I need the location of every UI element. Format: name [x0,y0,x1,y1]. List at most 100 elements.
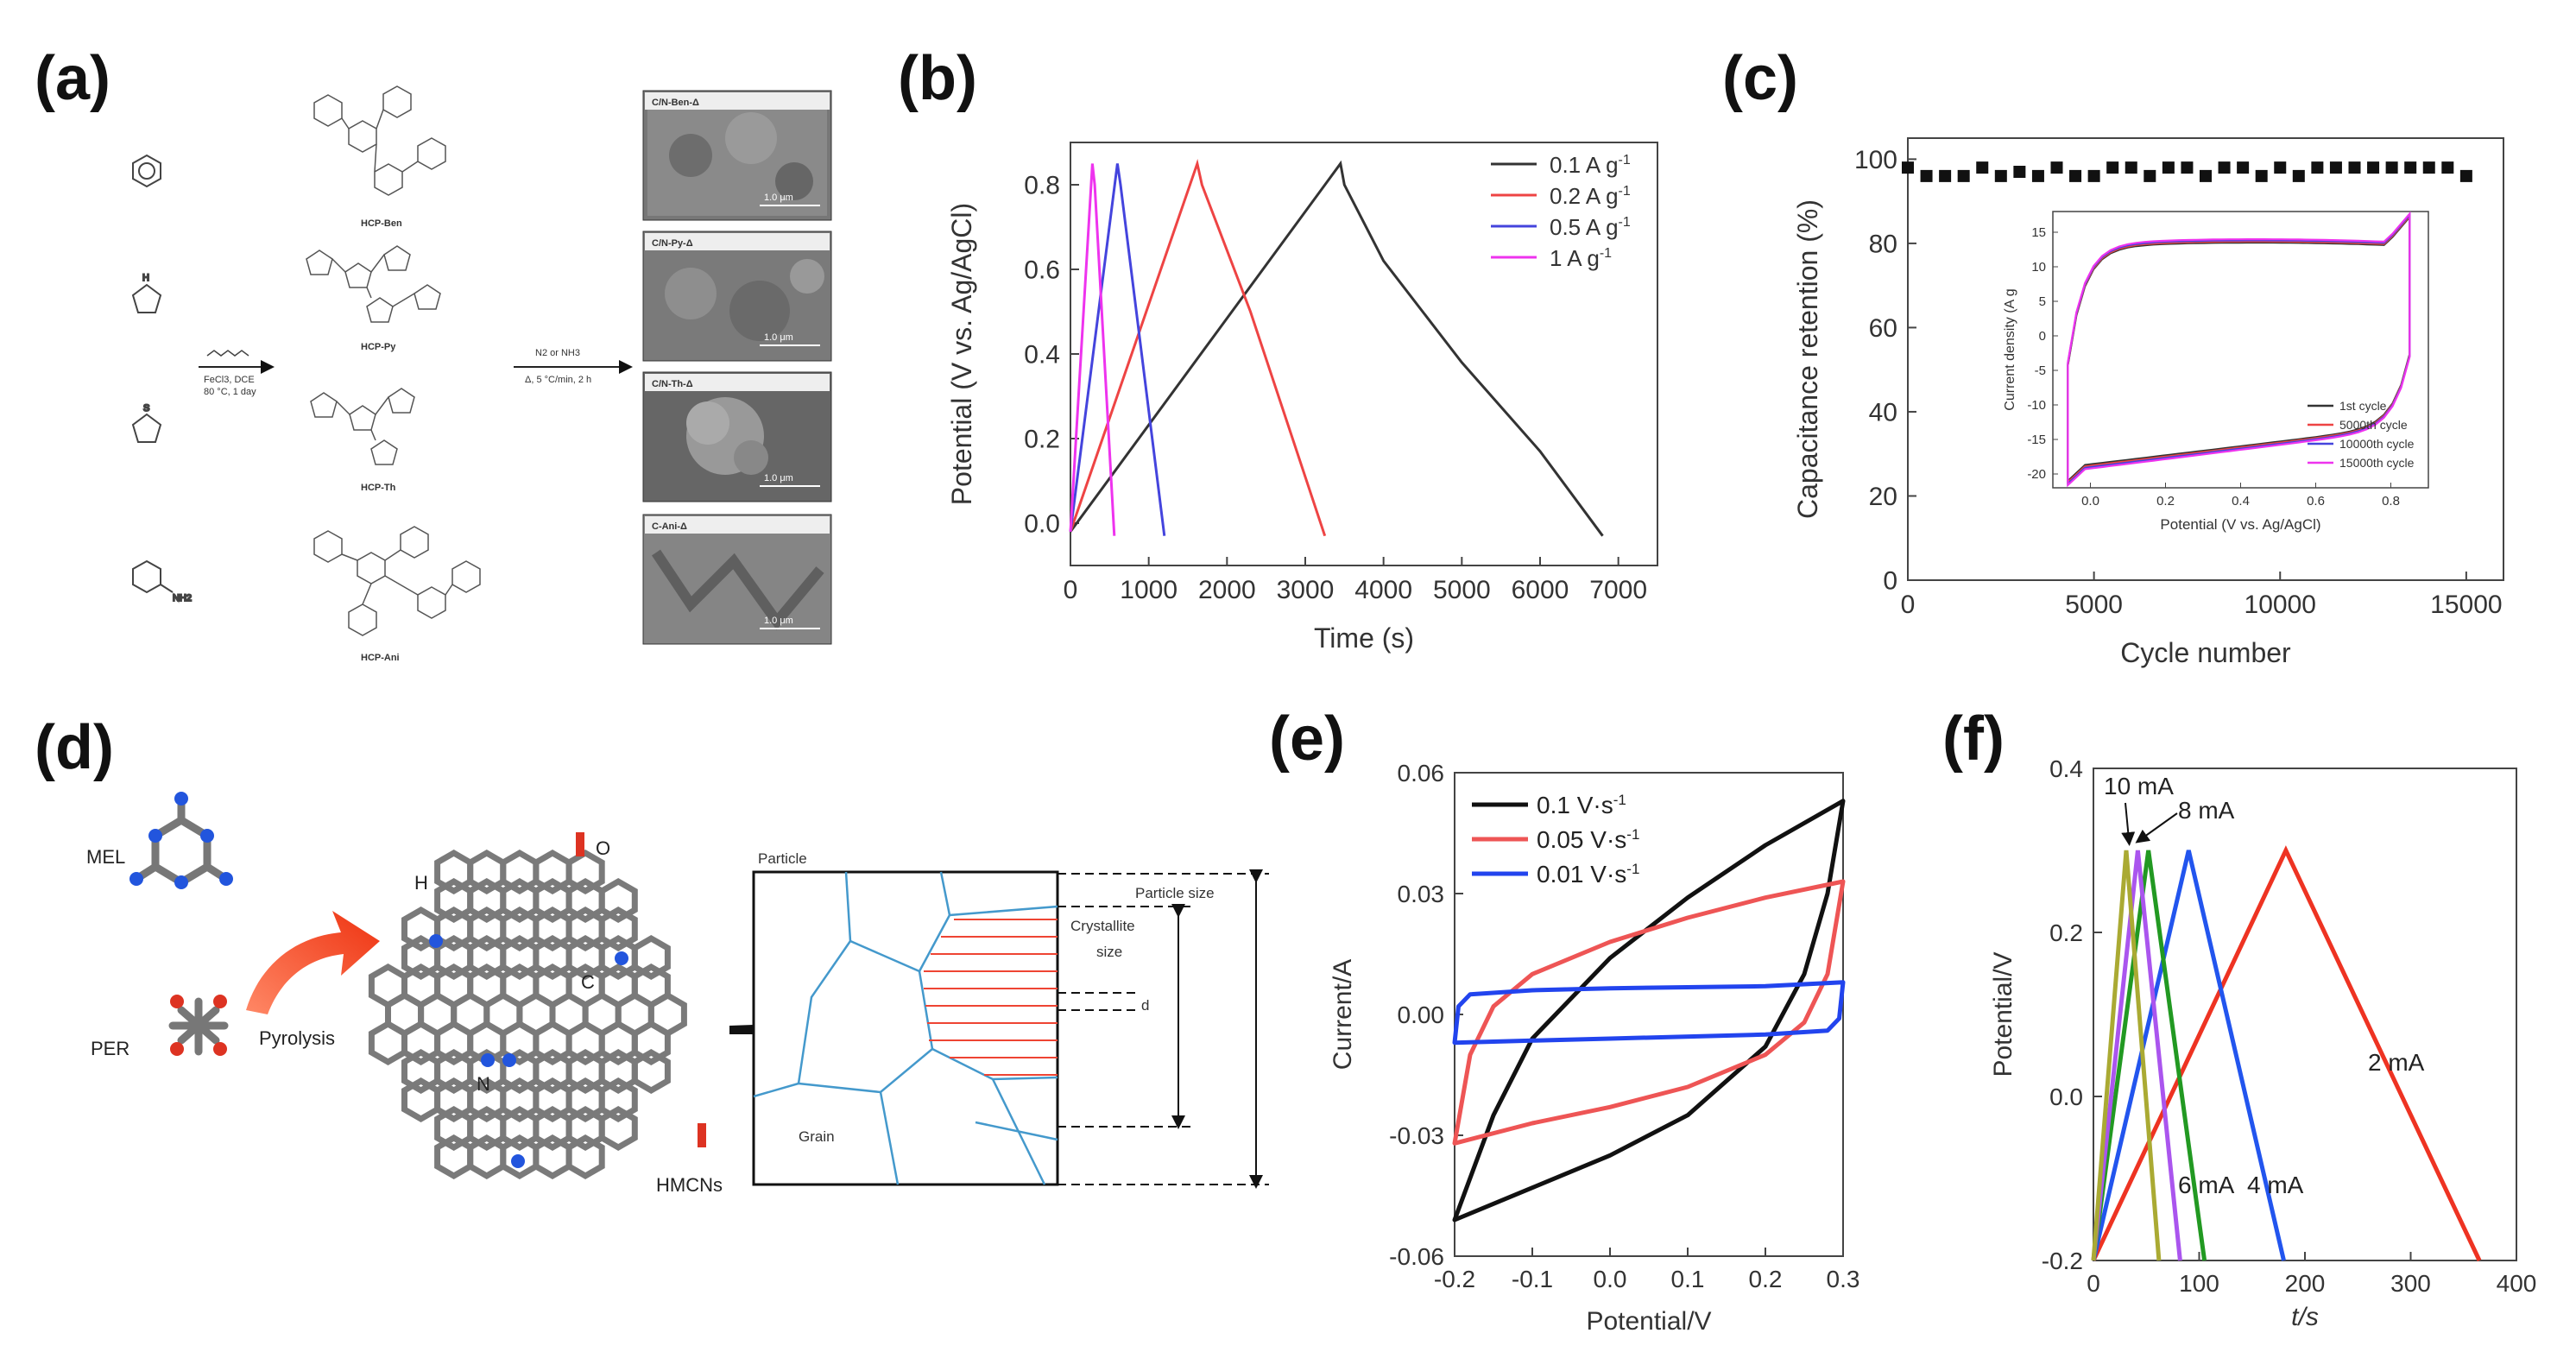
gcd-curve-8-mA [2091,850,2182,1261]
sem-label-th: C/N-Th-Δ [652,379,693,389]
y-tick-label: 20 [1869,483,1897,511]
x-tick-label: 7000 [1589,576,1647,604]
inset-y-tick-label: -10 [2027,398,2046,413]
scale-bar-py: 1.0 μm [764,332,793,343]
legend-label: 0.05 V·s-1 [1537,826,1639,853]
inset-x-tick-label: 0.8 [2382,494,2400,509]
hmcns-label: HMCNs [656,1174,723,1196]
retention-point [1994,169,2007,182]
hexagon-ring [598,1105,638,1152]
gcd-curve-0 [1069,160,1604,537]
crystallite-hatch [924,919,1058,1076]
legend-label: 0.5 A g-1 [1550,214,1631,240]
mel-molecule [132,794,230,888]
atom-label-h: H [414,872,428,894]
aniline-structure: NH2 [132,559,193,604]
y-axis-label: Potential (V vs. Ag/AgCl) [946,203,977,505]
legend-superscript: -1 [1619,153,1631,167]
retention-point [2274,161,2287,174]
x-axis-label: Potential/V [1586,1307,1711,1336]
retention-point [2422,161,2435,174]
reaction-arrow-2: N2 or NH3 Δ, 5 °C/min, 2 h [514,348,633,385]
x-tick-label: 0 [2087,1270,2100,1297]
inset-y-tick-label: -15 [2027,433,2046,447]
legend-superscript: -1 [1626,826,1639,843]
retention-point [2031,169,2044,182]
cv-loop-1 [1452,879,1846,1146]
hcp-ben-structure [313,85,446,196]
grain-diagram: Particle Grain Particle size Crystallite… [752,850,1269,1189]
inset-y-tick-label: 15 [2031,225,2046,240]
hexagon-ring [631,1020,671,1066]
retention-point [2292,169,2305,182]
inset-y-tick-label: -5 [2035,363,2046,378]
x-tick-label: -0.1 [1512,1266,1553,1292]
hexagon-ring [598,1077,638,1123]
x-tick-label: 300 [2390,1270,2431,1297]
retention-point [2311,161,2324,174]
retention-point [2367,161,2380,174]
panel-label-d: (d) [35,713,114,782]
legend-superscript: -1 [1619,215,1631,230]
retention-point [2144,169,2156,182]
y-tick-label: -0.06 [1389,1243,1444,1270]
x-tick-label: 0.3 [1827,1266,1860,1292]
legend-superscript: -1 [1600,246,1612,261]
inset-legend-label: 15000th cycle [2339,456,2415,470]
inset-legend-label: 10000th cycle [2339,437,2415,451]
inset-legend-label: 5000th cycle [2339,418,2408,432]
oxygen-atom [698,1123,706,1147]
annotation-label: 4 mA [2247,1172,2304,1198]
gcd-curve-1 [1069,158,1327,537]
y-tick-label: 0.2 [1024,426,1060,454]
inset-x-tick-label: 0.4 [2232,494,2250,509]
annotation-label: 10 mA [2104,773,2174,799]
x-tick-label: 0 [1064,576,1078,604]
hexagon-ring [631,934,671,981]
retention-point [2348,161,2361,174]
cv-loop-2 [1452,980,1846,1046]
reaction2-conditions-1: N2 or NH3 [535,348,580,358]
sem-label-py: C/N-Py-Δ [652,238,693,249]
legend-superscript: -1 [1613,792,1626,808]
legend-label: 1 A g-1 [1550,245,1612,271]
particle-size-label: Particle size [1135,885,1215,901]
x-axis-label: t/s [2291,1303,2319,1331]
gcd-curve-6-mA [2091,850,2207,1261]
y-tick-label: 0.4 [1024,341,1060,370]
mel-label: MEL [86,846,125,868]
retention-point [1902,161,1914,174]
atom-label-o: O [596,837,610,859]
x-tick-label: 0 [1901,591,1916,619]
y-tick-label: 40 [1869,398,1897,426]
inset-y-tick-label: 10 [2031,260,2046,275]
atom-label-c: C [581,971,595,993]
panel-label-f: (f) [1942,704,2005,774]
x-tick-label: 400 [2497,1270,2537,1297]
retention-point [2441,161,2454,174]
svg-text:H: H [142,273,149,283]
reaction2-conditions-2: Δ, 5 °C/min, 2 h [525,375,591,385]
retention-point [2106,161,2119,174]
y-tick-label: 0.4 [2049,755,2083,782]
scheme-d: MEL PER Pyrolysis H O C N HMCNs [86,792,1269,1196]
per-label: PER [91,1038,129,1059]
legend-label: 0.1 V·s-1 [1537,792,1626,818]
y-axis-label: Current/A [1329,959,1357,1070]
y-tick-label: 0.2 [2049,919,2083,946]
svg-text:NH2: NH2 [173,593,192,603]
x-tick-label: 1000 [1120,576,1178,604]
annotation-label: 6 mA [2178,1172,2235,1198]
retention-point [2013,166,2026,179]
x-tick-label: -0.2 [1434,1266,1475,1292]
nitrogen-atom [502,1053,516,1067]
y-tick-label: 0.0 [2049,1084,2083,1110]
inset-x-tick-label: 0.6 [2307,494,2325,509]
retention-point [2255,169,2268,182]
retention-point [1976,161,1989,174]
retention-point [2069,169,2082,182]
inset-x-tick-label: 0.2 [2156,494,2175,509]
gcd-curve-3 [1069,163,1116,536]
pyrolysis-arrow [246,911,380,1014]
retention-point [2459,169,2472,182]
